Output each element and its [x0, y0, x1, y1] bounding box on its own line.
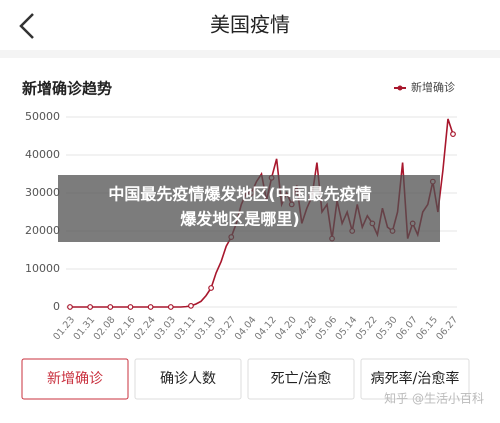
watermark: 知乎 @生活小百科: [384, 392, 484, 406]
chart-title: 新增确诊趋势: [22, 80, 112, 98]
tab[interactable]: 病死率/治愈率: [360, 358, 470, 400]
y-tick-label: 10000: [25, 262, 60, 275]
data-point: [450, 131, 456, 138]
data-point: [147, 304, 154, 310]
y-tick-label: 50000: [25, 110, 60, 123]
data-point: [208, 285, 215, 291]
tab-box[interactable]: [134, 358, 242, 400]
overlay-box: [58, 175, 440, 242]
tab-box[interactable]: [247, 358, 355, 400]
tab[interactable]: 确诊人数: [134, 358, 242, 400]
data-point: [67, 304, 73, 310]
divider: [0, 50, 500, 58]
data-point: [127, 304, 134, 310]
overlay-text: 爆发地区是哪里): [180, 210, 299, 229]
y-tick-label: 20000: [25, 224, 60, 237]
legend-marker: [397, 85, 403, 91]
tab-box[interactable]: [360, 358, 470, 400]
data-point: [107, 304, 114, 310]
data-point: [87, 304, 94, 310]
y-tick-label: 30000: [25, 186, 60, 199]
tab-label[interactable]: 病死率/治愈率: [371, 370, 460, 387]
tab[interactable]: 死亡/治愈: [247, 358, 355, 400]
back-button[interactable]: [19, 13, 34, 39]
tab[interactable]: 新增确诊: [21, 358, 129, 400]
y-tick-label: 0: [53, 300, 60, 313]
page-title: 美国疫情: [210, 13, 290, 37]
data-point: [188, 302, 194, 309]
tab-label[interactable]: 死亡/治愈: [271, 371, 332, 387]
tab-label[interactable]: 新增确诊: [47, 371, 103, 387]
overlay-text: 中国最先疫情爆发地区(中国最先疫情: [108, 185, 371, 204]
legend-label: 新增确诊: [411, 80, 455, 94]
legend: 新增确诊: [394, 80, 455, 94]
tab-bar: 新增确诊 确诊人数 死亡/治愈 病死率/治愈率: [21, 358, 470, 400]
tab-box[interactable]: [21, 358, 129, 400]
y-tick-label: 40000: [25, 148, 60, 161]
tab-label[interactable]: 确诊人数: [160, 371, 216, 387]
data-point: [167, 304, 174, 310]
